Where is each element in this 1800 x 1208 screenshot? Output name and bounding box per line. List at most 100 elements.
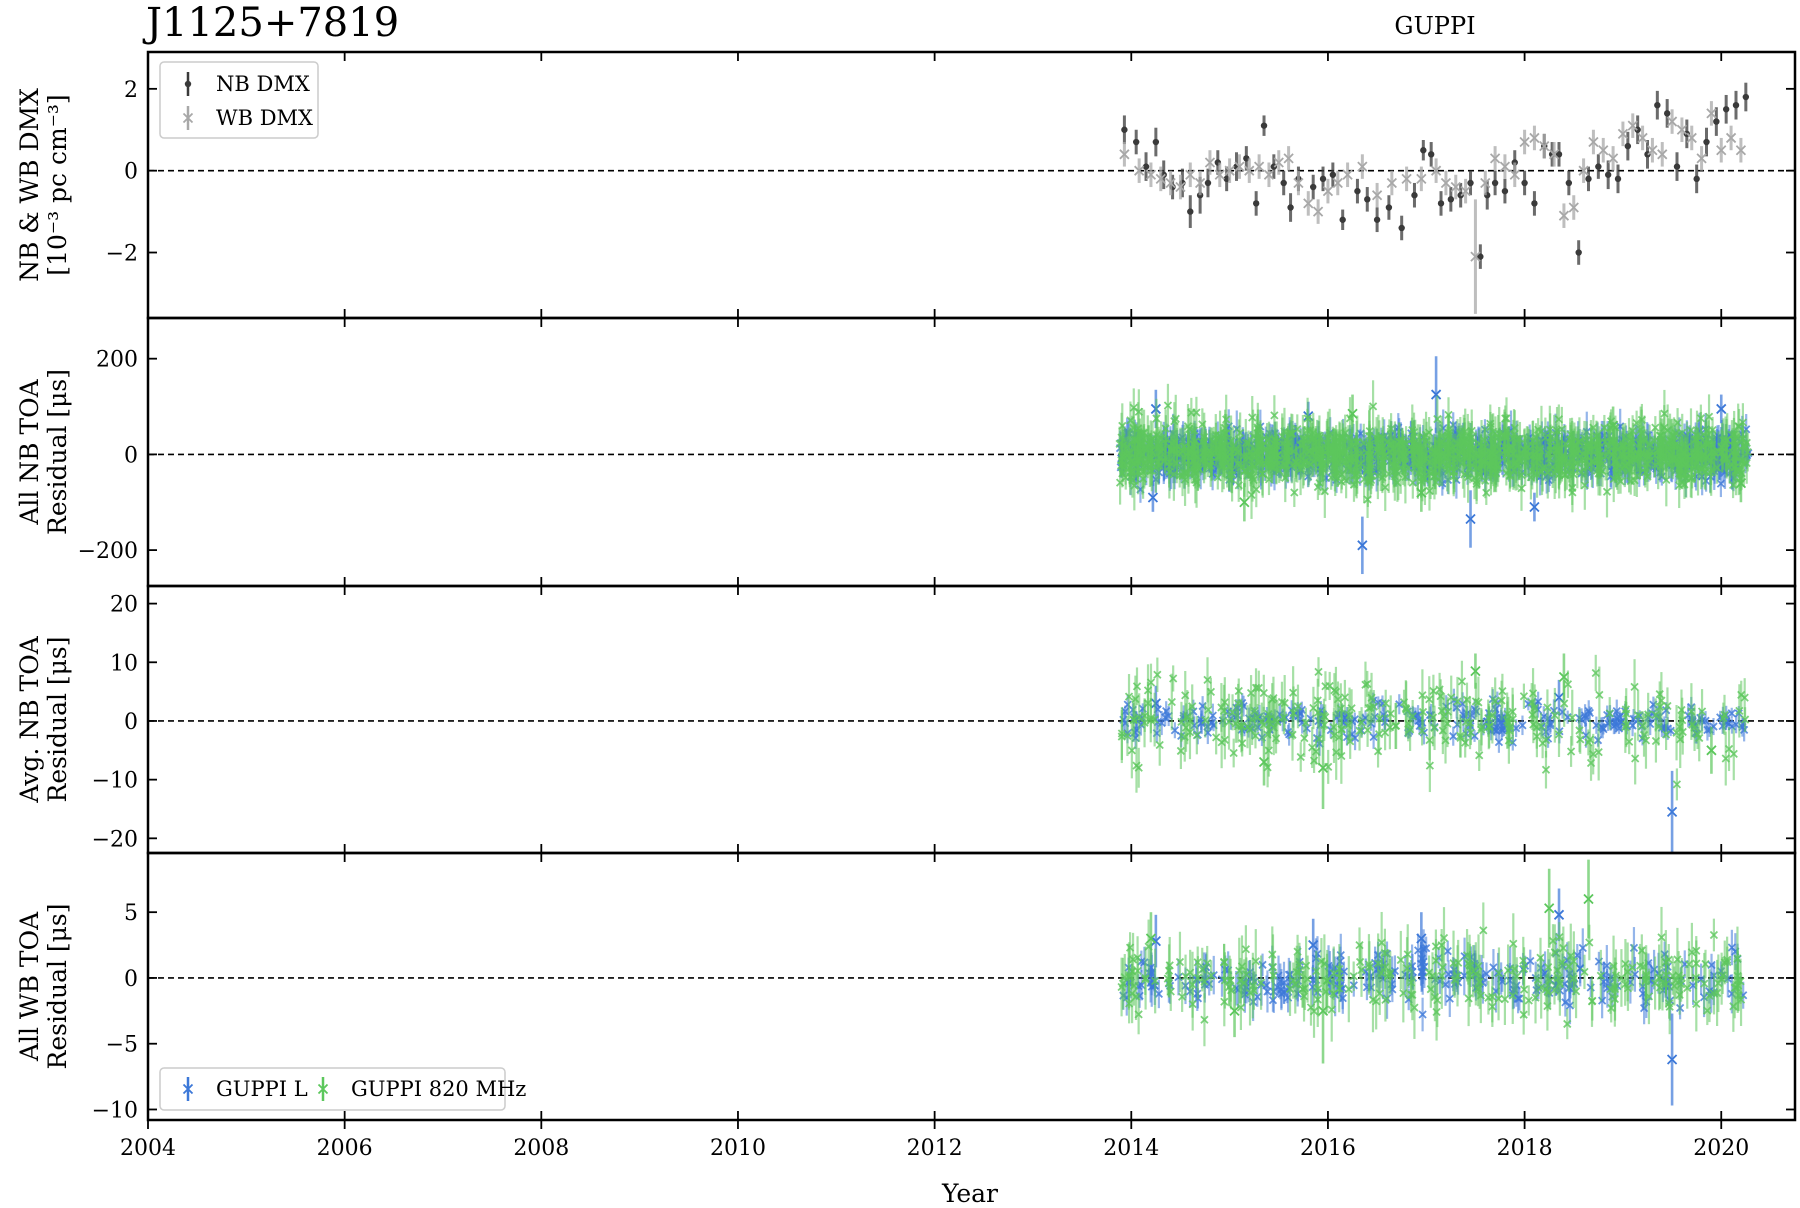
data-point: [1583, 463, 1592, 472]
data-point: [1732, 102, 1740, 109]
data-point: [1273, 157, 1284, 168]
data-point: [1187, 208, 1194, 215]
data-point: [1169, 470, 1179, 479]
data-point: [1424, 467, 1433, 477]
panels: 2 0 −2 NB & WB DMX[10⁻³ pc cm⁻³] NB DMX WB DM…: [15, 50, 1797, 1123]
data-point: [1234, 435, 1243, 444]
data-point: [1359, 438, 1368, 448]
data-point: [1253, 161, 1265, 172]
data-point: [1309, 183, 1317, 191]
panel-data: [1119, 82, 1750, 314]
data-point: [1239, 497, 1250, 508]
panel-frame: [146, 50, 1797, 320]
y-axis-title: All NB TOAResidual [μs]: [15, 369, 72, 535]
data-point: [1501, 187, 1509, 195]
data-point: [1450, 181, 1461, 193]
data-point: [1175, 181, 1186, 193]
data-point: [1706, 108, 1717, 119]
y-axis-title: NB & WB DMX[10⁻³ pc cm⁻³]: [15, 88, 72, 282]
data-point: [1568, 488, 1577, 497]
data-point: [1342, 169, 1353, 180]
data-point: [1264, 475, 1274, 484]
data-point: [1460, 470, 1469, 479]
data-point: [1373, 216, 1381, 223]
data-point: [1435, 450, 1444, 459]
data-point: [1643, 459, 1652, 468]
data-point: [1704, 412, 1714, 421]
data-point: [1214, 169, 1225, 180]
data-point: [1676, 124, 1688, 135]
data-point: [1707, 441, 1717, 450]
data-point: [1449, 466, 1458, 476]
data-point: [1505, 471, 1514, 481]
data-point: [1293, 177, 1304, 189]
data-point: [1521, 179, 1528, 187]
data-point: [1722, 106, 1730, 113]
data-point: [1389, 460, 1398, 469]
data-point: [1499, 161, 1511, 172]
data-point: [1142, 163, 1150, 170]
data-point: [1661, 457, 1671, 466]
data-point: [1234, 161, 1245, 172]
data-point: [1145, 169, 1157, 180]
data-point: [1653, 446, 1662, 455]
data-point: [1693, 175, 1700, 183]
data-point: [1480, 457, 1489, 466]
data-point: [1253, 450, 1263, 460]
data-point: [1134, 407, 1143, 416]
data-point: [1155, 173, 1166, 184]
data-point: [1280, 179, 1287, 187]
data-point: [1622, 453, 1631, 462]
data-point: [1521, 456, 1530, 466]
data-point: [1417, 460, 1427, 469]
data-point: [1574, 437, 1583, 446]
data-point: [1247, 490, 1256, 500]
data-point: [1509, 169, 1520, 180]
data-point: [1126, 416, 1135, 425]
data-point: [1204, 179, 1212, 187]
legend: NB DMX WB DMX: [159, 61, 319, 139]
data-point: [1716, 403, 1727, 415]
data-point: [1554, 415, 1563, 424]
data-point: [1130, 481, 1139, 490]
data-point: [1291, 458, 1301, 467]
data-point: [1621, 433, 1630, 443]
data-point: [1385, 204, 1393, 211]
data-point: [1580, 481, 1589, 490]
y-tick-label: −200: [78, 539, 138, 564]
data-point: [1185, 169, 1196, 180]
data-point: [1227, 466, 1237, 475]
data-point: [1603, 447, 1613, 456]
data-point: [1600, 423, 1609, 432]
data-point: [1371, 190, 1383, 201]
data-point: [1309, 457, 1318, 466]
data-point: [1454, 450, 1463, 460]
data-point: [1398, 224, 1405, 232]
data-point: [1183, 422, 1193, 431]
data-point: [1158, 444, 1167, 453]
data-point: [1738, 418, 1748, 427]
data-point: [1614, 175, 1622, 183]
data-point: [1602, 487, 1612, 496]
data-point: [1673, 418, 1682, 427]
data-point: [1332, 177, 1343, 189]
data-point: [1471, 449, 1481, 458]
data-point: [1357, 161, 1368, 172]
data-point: [1163, 401, 1173, 410]
data-point: [1366, 475, 1376, 485]
data-point: [1350, 471, 1359, 480]
data-point: [1548, 149, 1560, 160]
data-point: [1518, 721, 1527, 730]
data-point: [1253, 424, 1262, 434]
data-point: [1470, 251, 1481, 262]
data-point: [1119, 149, 1130, 160]
data-point: [1735, 145, 1747, 156]
data-point: [1480, 177, 1491, 189]
data-point: [1313, 482, 1323, 492]
data-point: [1604, 171, 1612, 178]
data-point: [1725, 132, 1737, 144]
data-point: [1201, 445, 1210, 454]
data-point: [1287, 429, 1296, 439]
data-point: [1373, 471, 1383, 480]
